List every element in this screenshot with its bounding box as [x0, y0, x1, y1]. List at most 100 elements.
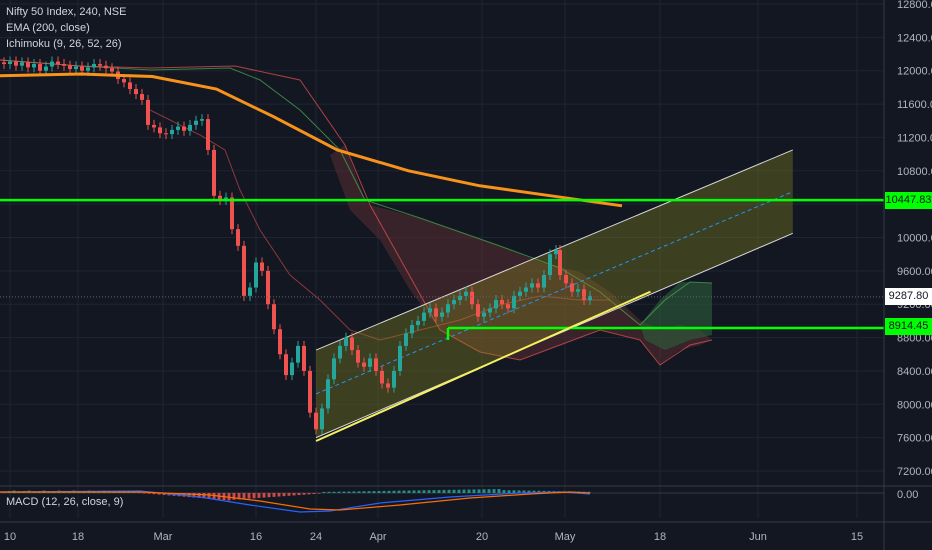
y-tick-label: 10000.00 [897, 233, 932, 245]
macd-legend: MACD (12, 26, close, 9) [6, 496, 124, 508]
candle-body [158, 127, 162, 134]
candle-body [254, 262, 258, 288]
y-tick-label: 7200.00 [897, 466, 932, 478]
candle-body [104, 65, 108, 69]
candle-body [56, 61, 60, 65]
candle-body [170, 129, 174, 135]
macd-histogram-bar [487, 489, 491, 493]
candle-body [416, 320, 420, 326]
candle-body [428, 308, 432, 313]
candle-body [44, 66, 48, 71]
candle-body [86, 67, 90, 71]
x-tick-label: Jun [749, 531, 767, 543]
macd-histogram-bar [157, 493, 161, 495]
candle-body [212, 149, 216, 196]
candle-body [68, 65, 72, 70]
x-tick-label: 16 [250, 531, 262, 543]
candle-body [290, 362, 294, 376]
candle-body [570, 283, 574, 292]
price-tag-8914: 8914.45 [885, 318, 932, 335]
macd-histogram-bar [352, 491, 356, 493]
cloud-bear [330, 145, 712, 365]
macd-histogram-bar [422, 490, 426, 493]
candle-body [446, 304, 450, 313]
candle-body [272, 304, 276, 330]
candle-body [230, 197, 234, 230]
macd-histogram-bar [302, 493, 306, 495]
macd-histogram-bar [152, 493, 156, 495]
candle-body [404, 333, 408, 346]
senkou-a [0, 59, 713, 326]
macd-histogram-bar [292, 493, 296, 496]
ichimoku-legend: Ichimoku (9, 26, 52, 26) [6, 38, 122, 50]
macd-histogram-bar [257, 493, 261, 498]
candle-body [524, 287, 528, 292]
candle-body [434, 308, 438, 317]
candle-body [332, 358, 336, 380]
macd-histogram-bar [402, 490, 406, 493]
candle-body [582, 289, 586, 301]
y-tick-label: 8400.00 [897, 366, 932, 378]
macd-histogram-bar [407, 490, 411, 493]
candle-body [344, 337, 348, 346]
macd-histogram-bar [462, 489, 466, 493]
macd-histogram-bar [337, 491, 341, 493]
candle-body [260, 262, 264, 271]
macd-histogram-bar [207, 493, 211, 499]
candle-body [266, 270, 270, 305]
candle-body [218, 195, 222, 200]
macd-histogram-bar [242, 493, 246, 499]
macd-histogram-bar [517, 490, 521, 493]
candle-body [320, 408, 324, 430]
y-tick-label: 10800.00 [897, 166, 932, 178]
y-tick-label: 7600.00 [897, 433, 932, 445]
candle-body [512, 295, 516, 309]
macd-histogram-bar [537, 490, 541, 493]
x-tick-label: Apr [369, 531, 386, 543]
ema-200-line [0, 72, 623, 208]
candle-body [98, 64, 102, 66]
candle-body [500, 300, 504, 305]
macd-histogram-bar [377, 491, 381, 493]
candle-body [398, 345, 402, 371]
macd-histogram-bar [482, 489, 486, 493]
candle-body [476, 304, 480, 317]
y-tick-label: 11200.00 [897, 132, 932, 144]
macd-histogram-bar [327, 491, 331, 493]
macd-histogram-bar [272, 493, 276, 497]
macd-histogram-bar [492, 489, 496, 493]
candle-body [350, 337, 354, 351]
candle-body [588, 295, 592, 301]
candles [2, 56, 592, 435]
macd-histogram-bar [347, 491, 351, 493]
candle-body [140, 94, 144, 100]
macd-histogram-bar [442, 489, 446, 493]
macd-histogram-bar [472, 489, 476, 493]
y-tick-label: 8800.00 [897, 333, 932, 345]
macd-histogram-bar [202, 493, 206, 499]
candle-body [26, 62, 30, 68]
x-tick-label: Mar [154, 531, 173, 543]
candle-body [284, 354, 288, 376]
candle-body [458, 295, 462, 301]
macd-histogram-bar [397, 490, 401, 493]
candle-body [122, 79, 126, 83]
macd-histogram-bar [282, 493, 286, 497]
indicator-lines [0, 72, 884, 442]
macd-histogram-bar [237, 493, 241, 500]
macd-histogram-bar [392, 490, 396, 493]
macd-histogram-bar [477, 489, 481, 493]
macd-histogram-bar [317, 493, 321, 494]
uptrend-line [315, 290, 651, 442]
macd-histogram-bar [232, 493, 236, 500]
macd-histogram-bar [432, 490, 436, 493]
candle-body [452, 300, 456, 305]
macd-histogram-bar [497, 489, 501, 493]
macd-histogram-bar [147, 493, 151, 494]
symbol-legend: Nifty 50 Index, 240, NSE [6, 6, 127, 18]
candle-body [464, 291, 468, 296]
candle-body [392, 370, 396, 388]
macd-line [0, 490, 591, 513]
candle-body [2, 62, 6, 65]
